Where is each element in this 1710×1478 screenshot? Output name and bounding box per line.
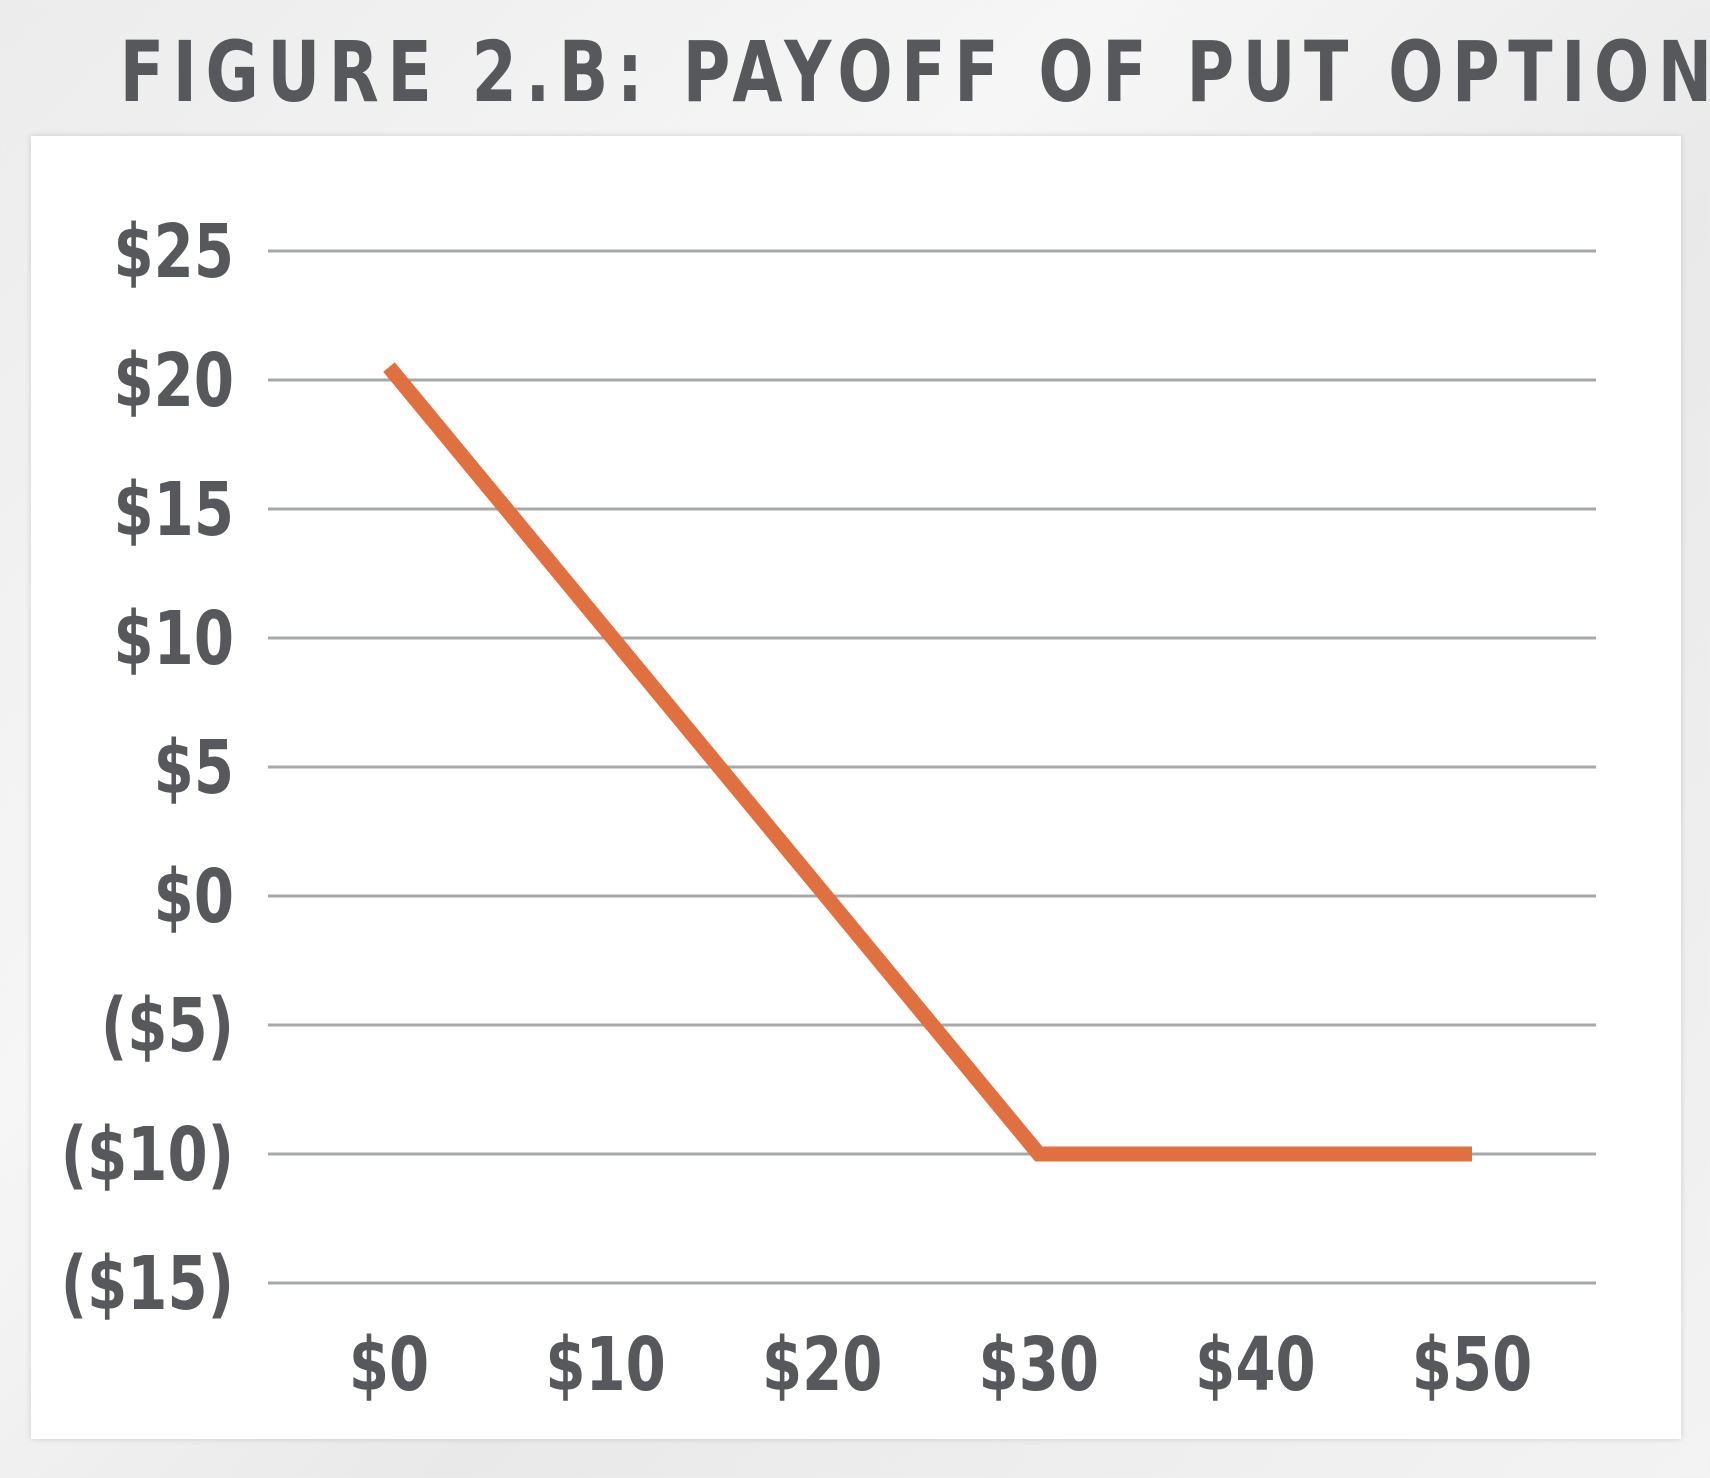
x-tick-label: $40 bbox=[1195, 1321, 1315, 1408]
x-tick-label: $20 bbox=[762, 1321, 882, 1408]
y-tick-label: $0 bbox=[154, 853, 234, 940]
y-tick-label: ($15) bbox=[61, 1240, 234, 1327]
y-tick-label: $10 bbox=[114, 595, 234, 682]
y-axis-ticks: $25 $20 $15 $10 $5 $0 ($5) ($10) ($15) bbox=[61, 208, 234, 1327]
y-tick-label: ($5) bbox=[101, 982, 234, 1069]
y-tick-label: $5 bbox=[154, 724, 234, 811]
y-tick-label: ($10) bbox=[61, 1111, 234, 1198]
y-tick-label: $15 bbox=[114, 466, 234, 553]
chart-panel bbox=[31, 136, 1681, 1439]
series-line bbox=[383, 362, 1472, 1162]
chart-title: FIGURE 2.B: PAYOFF OF PUT OPTION bbox=[119, 23, 1710, 121]
y-tick-label: $25 bbox=[114, 208, 234, 295]
x-axis-ticks: $0 $10 $20 $30 $40 $50 bbox=[349, 1321, 1532, 1408]
x-tick-label: $0 bbox=[349, 1321, 429, 1408]
x-tick-label: $50 bbox=[1412, 1321, 1532, 1408]
x-tick-label: $10 bbox=[545, 1321, 665, 1408]
y-tick-label: $20 bbox=[114, 337, 234, 424]
gridlines bbox=[268, 249, 1596, 1285]
x-tick-label: $30 bbox=[979, 1321, 1099, 1408]
series-group bbox=[383, 362, 1472, 1162]
